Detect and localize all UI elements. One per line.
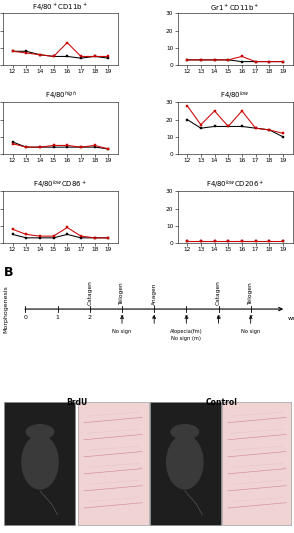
Title: F4/80$^{low}$CD86$^+$: F4/80$^{low}$CD86$^+$ [34, 179, 87, 191]
FancyBboxPatch shape [150, 402, 221, 525]
Title: F4/80$^{low}$: F4/80$^{low}$ [220, 90, 250, 102]
Title: F4/80$^{low}$CD206$^+$: F4/80$^{low}$CD206$^+$ [206, 179, 264, 191]
Text: No sign: No sign [112, 329, 132, 334]
Ellipse shape [21, 434, 59, 490]
Text: 7: 7 [249, 316, 253, 320]
FancyBboxPatch shape [78, 402, 148, 525]
Ellipse shape [170, 424, 199, 440]
Text: No sign: No sign [241, 329, 260, 334]
Ellipse shape [26, 424, 54, 440]
Text: Catagen: Catagen [87, 280, 92, 305]
Text: 6: 6 [217, 316, 220, 320]
Title: F4/80$^{high}$: F4/80$^{high}$ [44, 90, 76, 102]
Text: BrdU: BrdU [66, 398, 87, 407]
Text: Telogen: Telogen [248, 282, 253, 305]
Text: Alopecia(fm)
No sign (m): Alopecia(fm) No sign (m) [170, 329, 203, 341]
Text: 4: 4 [152, 316, 156, 320]
Text: Catagen: Catagen [216, 280, 221, 305]
Text: 1: 1 [56, 316, 60, 320]
FancyBboxPatch shape [223, 402, 291, 525]
Text: weeks: weeks [288, 316, 294, 321]
Title: Gr1$^+$CD11b$^+$: Gr1$^+$CD11b$^+$ [211, 2, 260, 13]
Text: Control: Control [206, 398, 238, 407]
Text: 3: 3 [120, 316, 124, 320]
Text: Morphogenesis: Morphogenesis [3, 285, 8, 333]
Text: Anagen: Anagen [152, 283, 157, 305]
Text: 2: 2 [88, 316, 92, 320]
Text: B: B [4, 266, 13, 279]
Ellipse shape [166, 434, 204, 490]
Text: 0: 0 [24, 316, 27, 320]
Title: F4/80$^+$CD11b$^+$: F4/80$^+$CD11b$^+$ [32, 2, 88, 13]
Text: Telogen: Telogen [119, 282, 124, 305]
Text: 5: 5 [184, 316, 188, 320]
FancyBboxPatch shape [4, 402, 75, 525]
